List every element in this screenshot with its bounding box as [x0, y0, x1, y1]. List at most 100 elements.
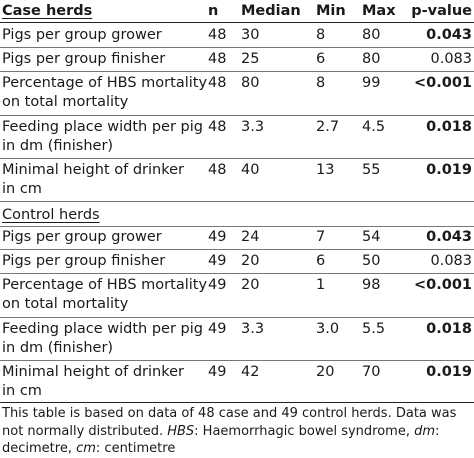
row-label: Pigs per group grower [2, 228, 162, 247]
row-label: Feeding place width per pig in dm (finish… [2, 118, 203, 156]
header-rule [0, 22, 474, 23]
cell-max: 80 [362, 27, 381, 43]
cell-max: 54 [362, 229, 381, 245]
header-median: Median [241, 3, 301, 19]
cell-p-value: 0.083 [430, 51, 472, 67]
cell-p-value: 0.019 [426, 364, 472, 380]
cell-min: 6 [316, 253, 326, 269]
cell-median: 20 [241, 277, 260, 293]
header-n: n [208, 3, 219, 19]
cell-median: 3.3 [241, 119, 265, 135]
row-label-line: Feeding place width per pig [2, 321, 203, 337]
footnote-text-2: : Haemorrhagic bowel syndrome, [194, 423, 415, 439]
footnote-text-1: This table is based on data of 48 case a… [2, 406, 457, 439]
cell-p-value: 0.019 [426, 162, 472, 178]
row-divider [0, 201, 474, 202]
row-label: Pigs per group finisher [2, 252, 165, 271]
cell-median: 30 [241, 27, 260, 43]
cell-n: 49 [208, 277, 227, 293]
row-label-line: in dm (finisher) [2, 340, 114, 356]
row-label-line: Feeding place width per pig [2, 119, 203, 135]
table-bottom-rule [0, 402, 474, 403]
cell-min: 3.0 [316, 321, 340, 337]
header-max: Max [362, 3, 396, 19]
cell-max: 80 [362, 51, 381, 67]
footnote-abbr-cm: cm [76, 441, 96, 456]
cell-min: 6 [316, 51, 326, 67]
row-label: Minimal height of drinker in cm [2, 363, 184, 401]
cell-median: 25 [241, 51, 260, 67]
cell-n: 48 [208, 119, 227, 135]
row-label: Feeding place width per pig in dm (finish… [2, 320, 203, 358]
cell-max: 98 [362, 277, 381, 293]
row-divider [0, 47, 474, 48]
cell-p-value: 0.018 [426, 321, 472, 337]
row-label-line: Pigs per group finisher [2, 51, 166, 67]
cell-min: 8 [316, 75, 326, 91]
cell-min: 1 [316, 277, 326, 293]
cell-min: 13 [316, 162, 335, 178]
row-divider [0, 273, 474, 274]
table-footnote: This table is based on data of 48 case a… [2, 405, 472, 458]
cell-n: 48 [208, 162, 227, 178]
case-herds-section-title: Case herds [2, 3, 93, 19]
row-label-line: Pigs per group grower [2, 27, 162, 43]
cell-p-value: 0.083 [430, 253, 472, 269]
cell-max: 4.5 [362, 119, 386, 135]
row-divider [0, 249, 474, 250]
row-divider [0, 226, 474, 227]
footnote-abbr-hbs: HBS [167, 423, 195, 439]
row-label-line: Pigs per group finisher [2, 253, 166, 269]
cell-n: 49 [208, 364, 227, 380]
cell-p-value: <0.001 [413, 75, 472, 91]
cell-max: 70 [362, 364, 381, 380]
cell-max: 55 [362, 162, 381, 178]
cell-p-value: 0.043 [426, 229, 472, 245]
footnote-text-3: : decimetre, [2, 423, 440, 457]
cell-min: 20 [316, 364, 335, 380]
row-label-line: Percentage of HBS mortality [2, 75, 208, 91]
row-label-line: on total mortality [2, 296, 129, 312]
row-divider [0, 158, 474, 159]
row-label-line: in cm [2, 383, 42, 399]
cell-max: 99 [362, 75, 381, 91]
row-label: Percentage of HBS mortality on total mort… [2, 74, 207, 112]
header-p-value: p-value [411, 3, 472, 19]
control-herds-section-title: Control herds [2, 207, 100, 223]
footnote-abbr-dm: dm [414, 423, 436, 439]
cell-n: 49 [208, 229, 227, 245]
row-label-line: on total mortality [2, 94, 129, 110]
cell-p-value: 0.043 [426, 27, 472, 43]
cell-median: 24 [241, 229, 260, 245]
cell-n: 48 [208, 27, 227, 43]
cell-median: 80 [241, 75, 260, 91]
cell-min: 8 [316, 27, 326, 43]
footnote-text-4: : centimetre [95, 441, 176, 456]
row-label: Pigs per group grower [2, 26, 162, 45]
cell-max: 50 [362, 253, 381, 269]
row-divider [0, 71, 474, 72]
row-label: Percentage of HBS mortality on total mort… [2, 276, 207, 314]
cell-n: 48 [208, 51, 227, 67]
cell-min: 7 [316, 229, 326, 245]
row-divider [0, 115, 474, 116]
row-divider [0, 317, 474, 318]
cell-median: 42 [241, 364, 260, 380]
cell-p-value: 0.018 [426, 119, 472, 135]
cell-median: 40 [241, 162, 260, 178]
row-label-line: Minimal height of drinker [2, 364, 184, 380]
cell-max: 5.5 [362, 321, 386, 337]
cell-median: 20 [241, 253, 260, 269]
row-label: Pigs per group finisher [2, 50, 165, 69]
row-label: Minimal height of drinker in cm [2, 161, 184, 199]
row-label-line: Pigs per group grower [2, 229, 162, 245]
header-min: Min [316, 3, 346, 19]
row-label-line: Minimal height of drinker [2, 162, 184, 178]
cell-n: 48 [208, 75, 227, 91]
row-label-line: in dm (finisher) [2, 138, 114, 154]
cell-min: 2.7 [316, 119, 340, 135]
cell-median: 3.3 [241, 321, 265, 337]
row-divider [0, 360, 474, 361]
cell-n: 49 [208, 321, 227, 337]
row-label-line: in cm [2, 181, 42, 197]
